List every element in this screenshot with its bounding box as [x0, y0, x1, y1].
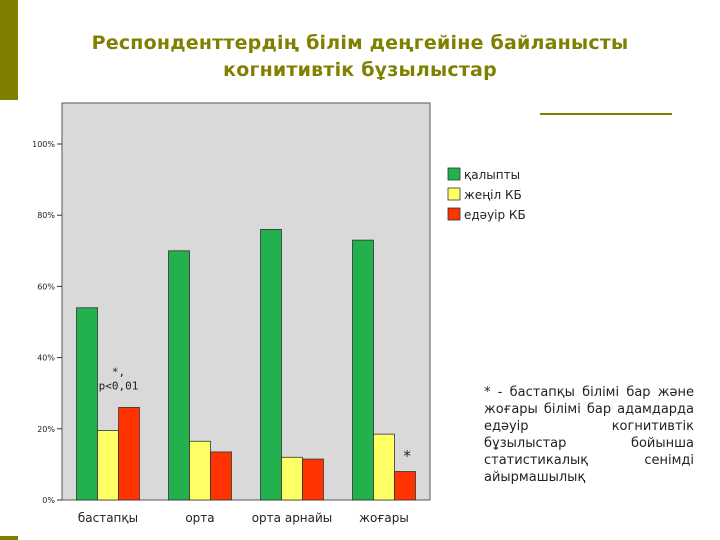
slide-title: Респонденттердің білім деңгейіне байланы… [40, 30, 680, 84]
bar [189, 440, 211, 501]
x-category-label: орта [185, 511, 214, 525]
legend-label: қалыпты [464, 168, 520, 182]
bar [373, 433, 395, 501]
legend-label: жеңіл КБ [464, 188, 522, 202]
y-tick-label: 20% [37, 425, 55, 434]
x-category-label: орта арнайы [252, 511, 333, 525]
legend-swatch [447, 207, 461, 221]
x-category-label: жоғары [359, 511, 409, 525]
title-rule [540, 113, 672, 115]
footnote: * - бастапқы білімі бар және жоғары білі… [484, 385, 694, 485]
legend-swatch [447, 187, 461, 201]
bar [210, 451, 232, 501]
annotation-label: * [403, 447, 412, 465]
y-tick-label: 0% [42, 496, 55, 505]
decor-side-bar [0, 0, 18, 100]
bar [352, 239, 374, 501]
y-tick-label: 80% [37, 211, 55, 220]
bar [302, 458, 324, 501]
bar [118, 407, 140, 501]
bar [394, 471, 416, 501]
legend-swatch [447, 167, 461, 181]
legend-label: едәуір КБ [464, 208, 526, 222]
bar [76, 307, 98, 501]
bar [260, 229, 282, 501]
decor-side-bar-bottom [0, 536, 18, 540]
y-tick-label: 40% [37, 354, 55, 363]
y-tick-label: 60% [37, 282, 55, 291]
y-tick-label: 100% [32, 140, 55, 149]
title-line-1: Респонденттердің білім деңгейіне байланы… [91, 32, 629, 54]
annotation-label: p<0,01 [99, 380, 139, 393]
bar [97, 430, 119, 501]
bar [281, 456, 303, 501]
annotation-label: *, [112, 365, 125, 378]
bar [168, 250, 190, 501]
title-line-2: когнитивтік бұзылыстар [223, 59, 497, 81]
x-category-label: бастапқы [78, 511, 138, 525]
